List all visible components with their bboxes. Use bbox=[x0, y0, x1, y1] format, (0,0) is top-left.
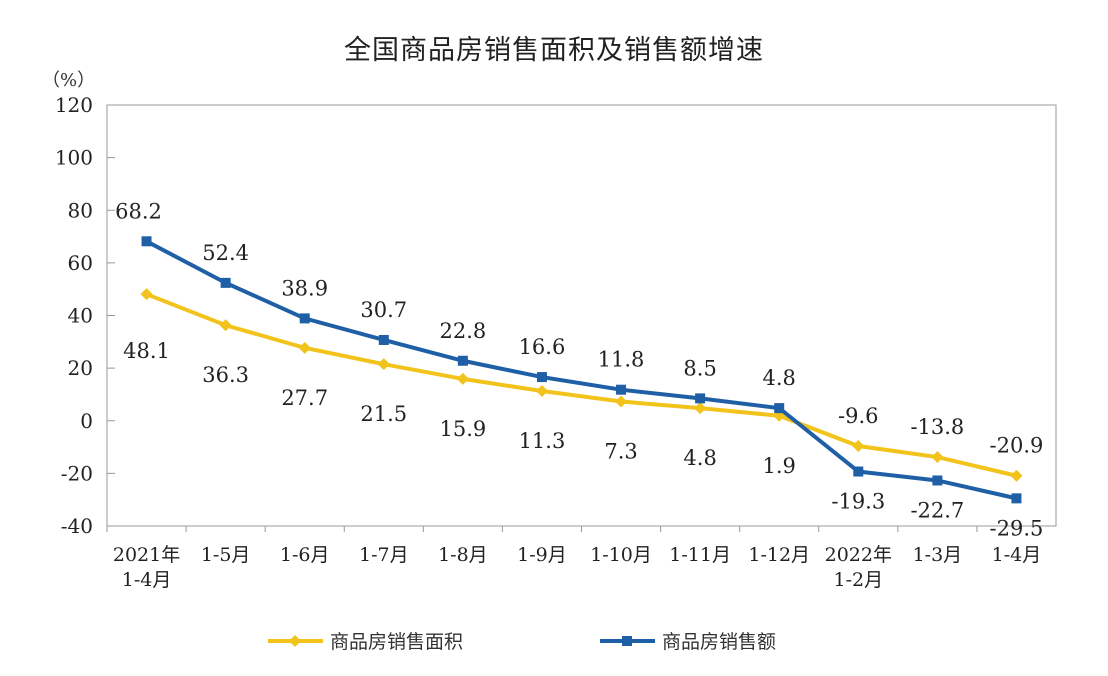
data-point bbox=[377, 358, 390, 371]
data-label: -19.3 bbox=[831, 490, 885, 514]
data-label: 1.9 bbox=[763, 454, 796, 478]
data-point bbox=[1010, 469, 1023, 482]
legend-marker bbox=[622, 636, 632, 646]
data-label: 7.3 bbox=[604, 440, 637, 464]
plot-frame bbox=[106, 104, 1057, 527]
x-tick-label: 1-2月 bbox=[833, 569, 883, 591]
x-tick-label: 1-7月 bbox=[359, 544, 409, 566]
data-point bbox=[695, 393, 706, 404]
data-point bbox=[1011, 493, 1022, 504]
x-tick-label: 1-3月 bbox=[913, 544, 963, 566]
data-point bbox=[536, 372, 547, 383]
data-label: -20.9 bbox=[990, 434, 1044, 458]
data-label: 27.7 bbox=[281, 386, 328, 410]
chart-title: 全国商品房销售面积及销售额增速 bbox=[344, 35, 764, 66]
data-point bbox=[299, 313, 310, 324]
y-tick-label: 80 bbox=[68, 198, 93, 222]
legend-label: 商品房销售面积 bbox=[330, 631, 463, 653]
y-tick-label: -40 bbox=[61, 514, 93, 538]
x-tick-label: 2021年 bbox=[113, 544, 180, 566]
data-label: 15.9 bbox=[439, 417, 486, 441]
data-point bbox=[774, 403, 785, 414]
data-label: -22.7 bbox=[910, 498, 964, 522]
data-point bbox=[456, 372, 469, 385]
y-tick-label: 20 bbox=[68, 356, 93, 380]
data-label: -13.8 bbox=[910, 415, 964, 439]
y-tick-label: 60 bbox=[68, 251, 93, 275]
data-label: 8.5 bbox=[683, 356, 716, 380]
x-tick-label: 1-10月 bbox=[590, 544, 652, 566]
x-tick-label: 1-8月 bbox=[438, 544, 488, 566]
legend-label: 商品房销售额 bbox=[662, 631, 776, 653]
data-label: 16.6 bbox=[519, 335, 566, 359]
data-point bbox=[932, 475, 943, 486]
y-tick-label: 120 bbox=[55, 93, 93, 117]
data-label: 36.3 bbox=[202, 363, 249, 387]
data-point bbox=[219, 319, 232, 332]
data-point bbox=[140, 288, 153, 301]
data-label: -29.5 bbox=[990, 516, 1044, 540]
data-label: 4.8 bbox=[763, 366, 796, 390]
data-point bbox=[141, 236, 152, 247]
data-point bbox=[298, 341, 311, 354]
x-tick-label: 1-9月 bbox=[517, 544, 567, 566]
data-label: 48.1 bbox=[123, 339, 170, 363]
data-label: 68.2 bbox=[115, 199, 162, 223]
series-line-sales-amount bbox=[145, 239, 1017, 501]
data-label: 21.5 bbox=[360, 402, 407, 426]
data-point bbox=[616, 384, 627, 395]
data-point bbox=[220, 277, 231, 288]
y-tick-label: -20 bbox=[61, 461, 93, 485]
data-label: 11.8 bbox=[598, 348, 645, 372]
data-label: 38.9 bbox=[281, 276, 328, 300]
data-point bbox=[378, 334, 389, 345]
data-label: 11.3 bbox=[519, 429, 566, 453]
y-tick-label: 0 bbox=[80, 409, 93, 433]
data-point bbox=[535, 385, 548, 398]
data-label: 4.8 bbox=[683, 446, 716, 470]
data-label: 52.4 bbox=[202, 241, 249, 265]
x-tick-label: 1-4月 bbox=[122, 569, 172, 591]
data-label: -9.6 bbox=[838, 404, 879, 428]
x-tick-label: 1-11月 bbox=[669, 544, 731, 566]
x-tick-label: 2022年 bbox=[825, 544, 892, 566]
legend-marker bbox=[289, 635, 301, 647]
data-point bbox=[931, 451, 944, 464]
data-label: 30.7 bbox=[360, 298, 407, 322]
data-point bbox=[694, 402, 707, 415]
x-tick-label: 1-12月 bbox=[748, 544, 810, 566]
data-point bbox=[853, 466, 864, 477]
data-point bbox=[615, 395, 628, 408]
y-tick-label: 40 bbox=[68, 304, 93, 328]
series-line-sales-area bbox=[145, 292, 1017, 478]
y-axis-unit: （%） bbox=[42, 70, 96, 91]
data-point bbox=[457, 355, 468, 366]
x-tick-label: 1-4月 bbox=[992, 544, 1042, 566]
data-label: 22.8 bbox=[439, 319, 486, 343]
x-tick-label: 1-6月 bbox=[280, 544, 330, 566]
data-point bbox=[852, 440, 865, 453]
x-tick-label: 1-5月 bbox=[201, 544, 251, 566]
y-tick-label: 100 bbox=[55, 146, 93, 170]
